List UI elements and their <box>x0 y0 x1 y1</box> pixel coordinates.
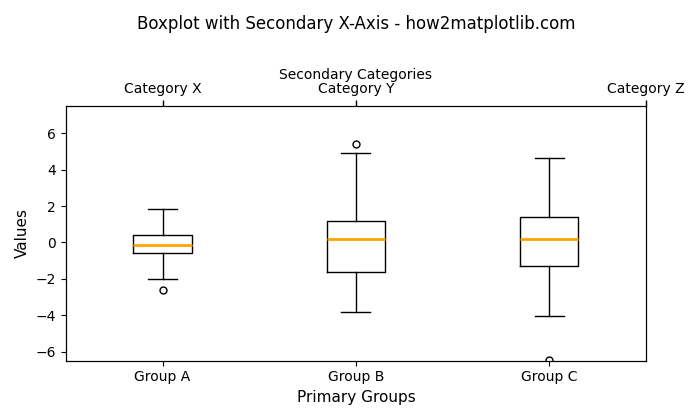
Y-axis label: Values: Values <box>15 208 30 258</box>
X-axis label: Secondary Categories: Secondary Categories <box>279 68 433 82</box>
Title: Boxplot with Secondary X-Axis - how2matplotlib.com: Boxplot with Secondary X-Axis - how2matp… <box>136 15 575 33</box>
X-axis label: Primary Groups: Primary Groups <box>297 390 415 405</box>
